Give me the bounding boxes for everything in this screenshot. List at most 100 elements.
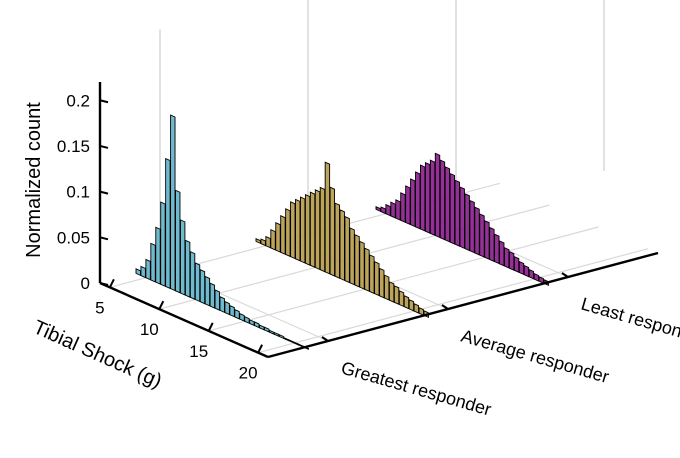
histogram-bar [175,189,181,294]
histogram-bar [239,312,245,322]
histogram-bar [379,267,385,299]
group-tick-label: Least responder [579,294,680,349]
histogram-bar [479,213,485,258]
histogram-bar [189,250,196,300]
histogram-bar [155,226,161,285]
histogram-bar [150,242,156,283]
histogram-bar [434,152,441,239]
histogram-bar [219,296,225,314]
histogram-bar [393,285,400,305]
histogram-bar [533,272,540,282]
histogram-bar [265,235,271,249]
y-tick-label: 0.05 [57,228,90,247]
histogram-bar [429,159,436,236]
bars-layer [135,114,549,351]
group-tick-label: Average responder [459,326,611,387]
histogram-bar [270,228,276,251]
histogram-bar [410,178,416,228]
histogram-bar [504,247,510,269]
histogram-bar [135,268,141,277]
y-tick-label: 0 [81,274,90,293]
y-tick [99,99,109,104]
histogram-bar [254,321,260,329]
histogram-bar [304,193,311,266]
histogram-bar [385,203,391,217]
histogram-bar [464,193,470,252]
histogram-bar [234,308,240,320]
histogram-bar [354,233,360,288]
histogram-bar [334,202,340,279]
histogram-bar [260,238,266,247]
histogram-bar [395,199,401,221]
histogram-bar [194,262,201,303]
x-axis-line [99,281,269,359]
histogram-bar [285,208,291,258]
x-tick [257,344,264,354]
histogram-bar [288,339,295,344]
histogram-bar [424,161,431,234]
group-tick [441,304,449,310]
histogram-bar [449,172,456,245]
histogram-bar [268,329,275,335]
histogram-bar [413,303,420,314]
histogram-bar [314,189,321,271]
histogram-bar [280,215,286,255]
histogram-bar [293,341,300,346]
histogram-bar [508,251,515,271]
histogram-bar [300,196,306,264]
histogram-bar [249,319,255,327]
histogram-bar [420,164,426,232]
histogram-bar [369,254,375,295]
group-axis-line [267,251,659,359]
y-axis-label: Normalized count [23,102,45,258]
histogram-bar [165,157,171,290]
x-tick-label: 20 [239,364,258,383]
histogram-bar [324,161,331,275]
axes-layer [98,82,659,359]
x-tick [158,300,165,310]
histogram-bar [145,258,151,281]
histogram-bar [418,307,424,316]
floor-gridline [208,226,599,332]
x-tick-label: 10 [140,320,159,339]
histogram-bar [469,199,475,254]
y-tick-label: 0.1 [66,183,90,202]
histogram-bar [388,281,395,303]
histogram-bar [384,274,390,301]
histogram-bar [140,265,146,279]
y-tick-label: 0.2 [66,91,90,110]
histogram-bar [339,209,345,282]
histogram-bar [180,219,186,296]
y-tick [99,190,109,195]
histogram-bar [319,186,326,273]
histogram-bar [290,201,296,260]
group-tick [561,272,569,278]
floor-gridline [257,248,649,354]
histogram-bar [398,290,405,308]
group-tick-label: Greatest responder [339,358,494,420]
histogram-bar [454,179,460,247]
histogram-bar [499,240,505,267]
histogram-bar [444,166,451,243]
y-tick [99,282,109,286]
histogram-bar [209,282,216,309]
histogram-bar [199,269,206,305]
y-tick [99,144,109,149]
histogram-bar [224,300,230,316]
y-tick-label: 0.15 [57,137,90,156]
histogram-bar [329,186,336,277]
histogram-bar [484,220,490,260]
histogram-bar [229,304,235,318]
y-tick [99,236,109,241]
histogram-bar [403,295,410,310]
x-tick-label: 15 [189,342,208,361]
histogram-bar [255,237,261,245]
histogram-bar [489,226,495,263]
histogram-bar [380,206,386,215]
histogram-bar [295,198,301,262]
histogram-bar [170,114,176,292]
histogram-bar [278,334,285,340]
histogram-bar [344,215,350,284]
